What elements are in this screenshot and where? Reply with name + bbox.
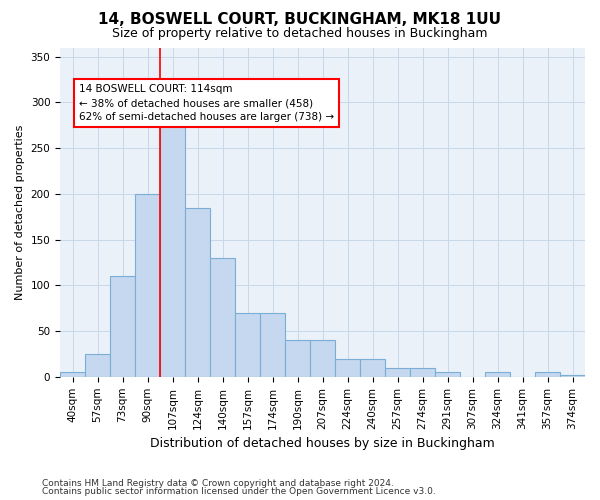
Bar [335, 358, 360, 377]
Bar [185, 208, 210, 377]
Text: Size of property relative to detached houses in Buckingham: Size of property relative to detached ho… [112, 28, 488, 40]
Bar [160, 112, 185, 377]
Bar [85, 354, 110, 377]
Bar [235, 313, 260, 377]
Bar [560, 375, 585, 377]
Bar [285, 340, 310, 377]
Bar [260, 313, 285, 377]
X-axis label: Distribution of detached houses by size in Buckingham: Distribution of detached houses by size … [150, 437, 495, 450]
Text: Contains public sector information licensed under the Open Government Licence v3: Contains public sector information licen… [42, 487, 436, 496]
Text: 14, BOSWELL COURT, BUCKINGHAM, MK18 1UU: 14, BOSWELL COURT, BUCKINGHAM, MK18 1UU [98, 12, 502, 28]
Text: 14 BOSWELL COURT: 114sqm
← 38% of detached houses are smaller (458)
62% of semi-: 14 BOSWELL COURT: 114sqm ← 38% of detach… [79, 84, 334, 122]
Bar [360, 358, 385, 377]
Bar [410, 368, 435, 377]
Bar [485, 372, 510, 377]
Y-axis label: Number of detached properties: Number of detached properties [15, 124, 25, 300]
Text: Contains HM Land Registry data © Crown copyright and database right 2024.: Contains HM Land Registry data © Crown c… [42, 478, 394, 488]
Bar [210, 258, 235, 377]
Bar [310, 340, 335, 377]
Bar [135, 194, 160, 377]
Bar [60, 372, 85, 377]
Bar [385, 368, 410, 377]
Bar [110, 276, 135, 377]
Bar [435, 372, 460, 377]
Bar [535, 372, 560, 377]
